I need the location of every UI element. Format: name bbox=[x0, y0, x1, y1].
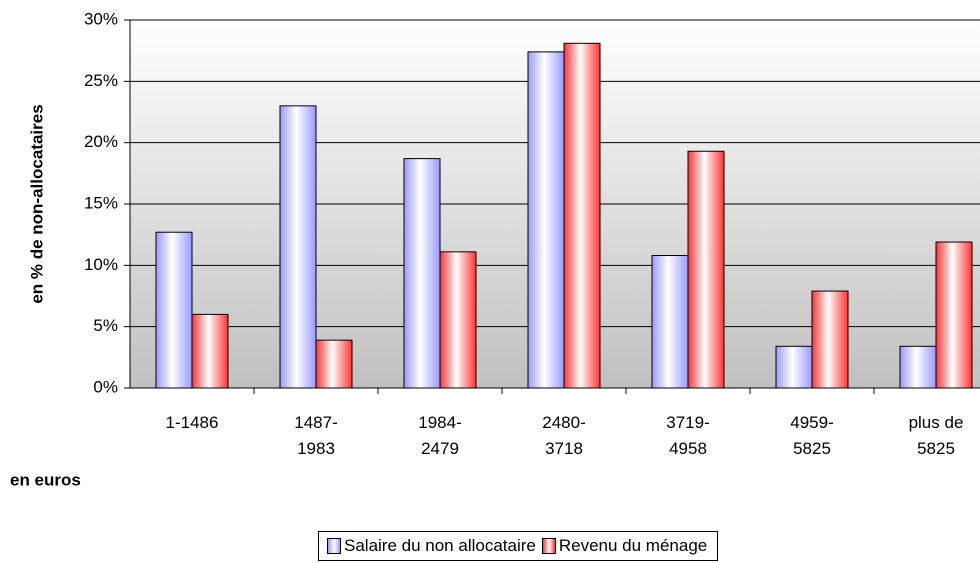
y-tick-label: 25% bbox=[84, 71, 118, 90]
bar bbox=[775, 345, 813, 389]
y-tick-label: 15% bbox=[84, 193, 118, 212]
bar bbox=[155, 231, 193, 389]
x-tick-label: 2480- 3718 bbox=[542, 413, 586, 458]
y-axis-label: en % de non-allocataires bbox=[27, 104, 46, 303]
x-tick-label: plus de 5825 bbox=[908, 413, 964, 458]
bar bbox=[403, 158, 441, 389]
bar bbox=[191, 313, 229, 389]
bar bbox=[687, 150, 725, 389]
x-axis-label: en euros bbox=[10, 470, 81, 489]
legend-label: Revenu du ménage bbox=[558, 536, 708, 555]
x-tick-label: 4959- 5825 bbox=[790, 413, 834, 458]
y-tick-label: 0% bbox=[93, 377, 118, 396]
legend: Salaire du non allocataire Revenu du ména… bbox=[318, 531, 719, 561]
bar bbox=[563, 42, 601, 389]
bar bbox=[651, 255, 689, 389]
y-tick-label: 5% bbox=[93, 316, 118, 335]
legend-swatch bbox=[327, 538, 341, 554]
x-tick-label: 1487- 1983 bbox=[294, 413, 338, 458]
bar bbox=[527, 51, 565, 389]
x-tick-label: 3719- 4958 bbox=[666, 413, 710, 458]
legend-label: Salaire du non allocataire bbox=[344, 536, 536, 555]
bar bbox=[315, 339, 353, 389]
bar bbox=[935, 241, 973, 389]
x-tick-label: 1984- 2479 bbox=[418, 413, 462, 458]
bar bbox=[899, 345, 937, 389]
bar bbox=[439, 251, 477, 389]
legend-swatch bbox=[541, 538, 556, 554]
bar bbox=[811, 290, 849, 389]
y-tick-label: 10% bbox=[84, 255, 118, 274]
x-tick-label: 1-1486 bbox=[165, 413, 219, 432]
y-tick-label: 30% bbox=[84, 9, 118, 28]
bar bbox=[279, 105, 317, 389]
y-tick-label: 20% bbox=[84, 132, 118, 151]
